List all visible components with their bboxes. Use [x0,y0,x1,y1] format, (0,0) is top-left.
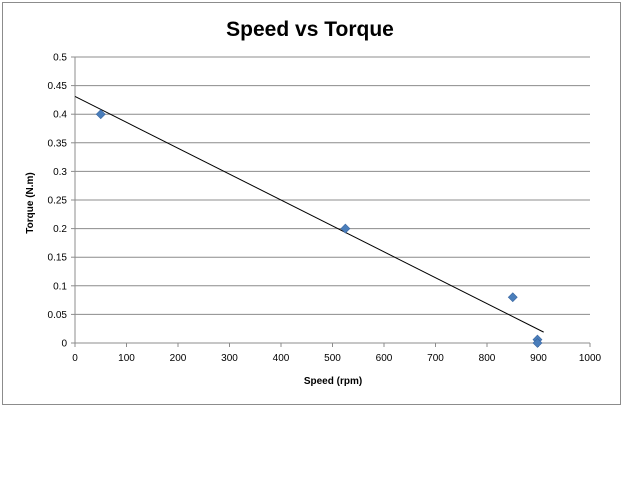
x-tick-label: 900 [530,353,547,364]
x-tick-label: 700 [427,353,444,364]
x-tick-label: 300 [221,353,238,364]
data-point [340,223,351,234]
y-tick-label: 0.1 [53,281,67,292]
gridlines [75,56,590,315]
trendline-layer [74,96,544,333]
x-tick-label: 500 [324,353,341,364]
data-points [95,109,543,348]
x-tick-label: 800 [479,353,496,364]
y-tick-labels: 0 0.05 0.1 0.15 0.2 0.25 0.3 0.35 0.4 0.45 0.5 [48,53,68,350]
y-axis-title: Torque (N.m) [25,172,36,233]
x-tick-label: 200 [170,353,187,364]
y-tick-label: 0.3 [53,167,67,178]
x-axis-title: Speed (rpm) [304,376,362,387]
x-tick-label: 400 [273,353,290,364]
y-tick-label: 0.05 [48,310,68,321]
y-tick-label: 0.25 [48,196,68,207]
y-tick-label: 0.35 [48,138,68,149]
x-tick-label: 1000 [579,353,602,364]
x-tick-labels: 0 100 200 300 400 500 600 700 800 900 1000 [72,353,601,364]
y-tick-label: 0.45 [48,81,68,92]
x-tick-label: 100 [118,353,135,364]
chart-svg: Speed vs Torque 0 0.05 0.1 0.15 0.2 0.25 0.3 0.… [25,18,602,387]
chart-area: Speed vs Torque 0 0.05 0.1 0.15 0.2 0.25 0.3 0.… [2,2,621,405]
chart-title: Speed vs Torque [226,18,394,41]
y-tick-label: 0 [61,339,67,350]
data-point [507,292,518,303]
y-tick-label: 0.15 [48,253,68,264]
axes [71,56,591,347]
trendline [74,96,544,333]
y-tick-label: 0.2 [53,224,67,235]
y-tick-label: 0.5 [53,53,67,64]
x-tick-label: 0 [72,353,78,364]
x-tick-label: 600 [376,353,393,364]
data-point [95,109,106,120]
y-tick-label: 0.4 [53,110,67,121]
data-point [532,338,543,348]
